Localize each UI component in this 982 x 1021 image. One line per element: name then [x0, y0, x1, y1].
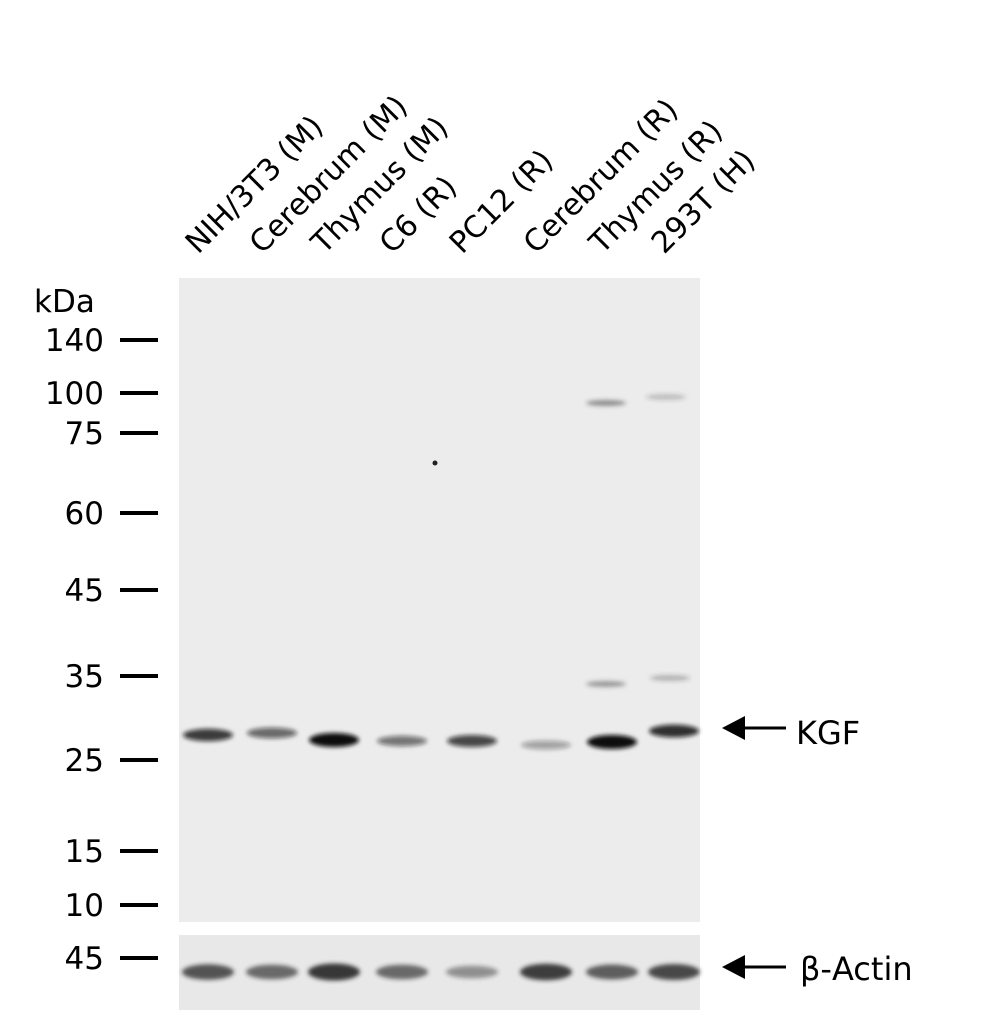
marker-label: 35	[65, 659, 104, 695]
actin-band	[520, 963, 572, 981]
marker-label: 45	[65, 573, 104, 609]
kgf-band	[183, 728, 233, 742]
marker-label: 10	[65, 888, 104, 924]
marker-label: 100	[45, 376, 104, 412]
kgf-blot-panel	[179, 278, 700, 922]
actin-band	[376, 964, 428, 980]
actin-band	[446, 965, 498, 979]
actin-marker-label: 45	[65, 941, 104, 977]
marker-label: 140	[45, 323, 104, 359]
actin-band	[308, 963, 360, 981]
actin-band	[182, 964, 234, 980]
faint-band	[650, 675, 690, 681]
actin-label: β-Actin	[800, 950, 913, 988]
marker-label: 15	[65, 834, 104, 870]
kgf-band	[587, 735, 637, 749]
kgf-band	[309, 733, 359, 747]
faint-band	[646, 394, 686, 400]
marker-label: 25	[65, 743, 104, 779]
speck	[432, 460, 438, 466]
faint-band	[586, 681, 626, 687]
kgf-band	[521, 740, 571, 750]
kgf-band	[377, 735, 427, 747]
kgf-band	[649, 724, 699, 738]
kda-label: kDa	[34, 284, 95, 320]
actin-band	[246, 964, 298, 980]
kgf-label: KGF	[796, 714, 860, 752]
marker-label: 60	[65, 496, 104, 532]
marker-label: 75	[65, 416, 104, 452]
kgf-band	[247, 727, 297, 739]
actin-band	[648, 964, 700, 980]
kgf-band	[447, 735, 497, 747]
faint-band	[586, 400, 626, 406]
actin-arrow-icon	[722, 955, 786, 979]
actin-band	[586, 964, 638, 980]
kgf-arrow-icon	[722, 716, 786, 740]
